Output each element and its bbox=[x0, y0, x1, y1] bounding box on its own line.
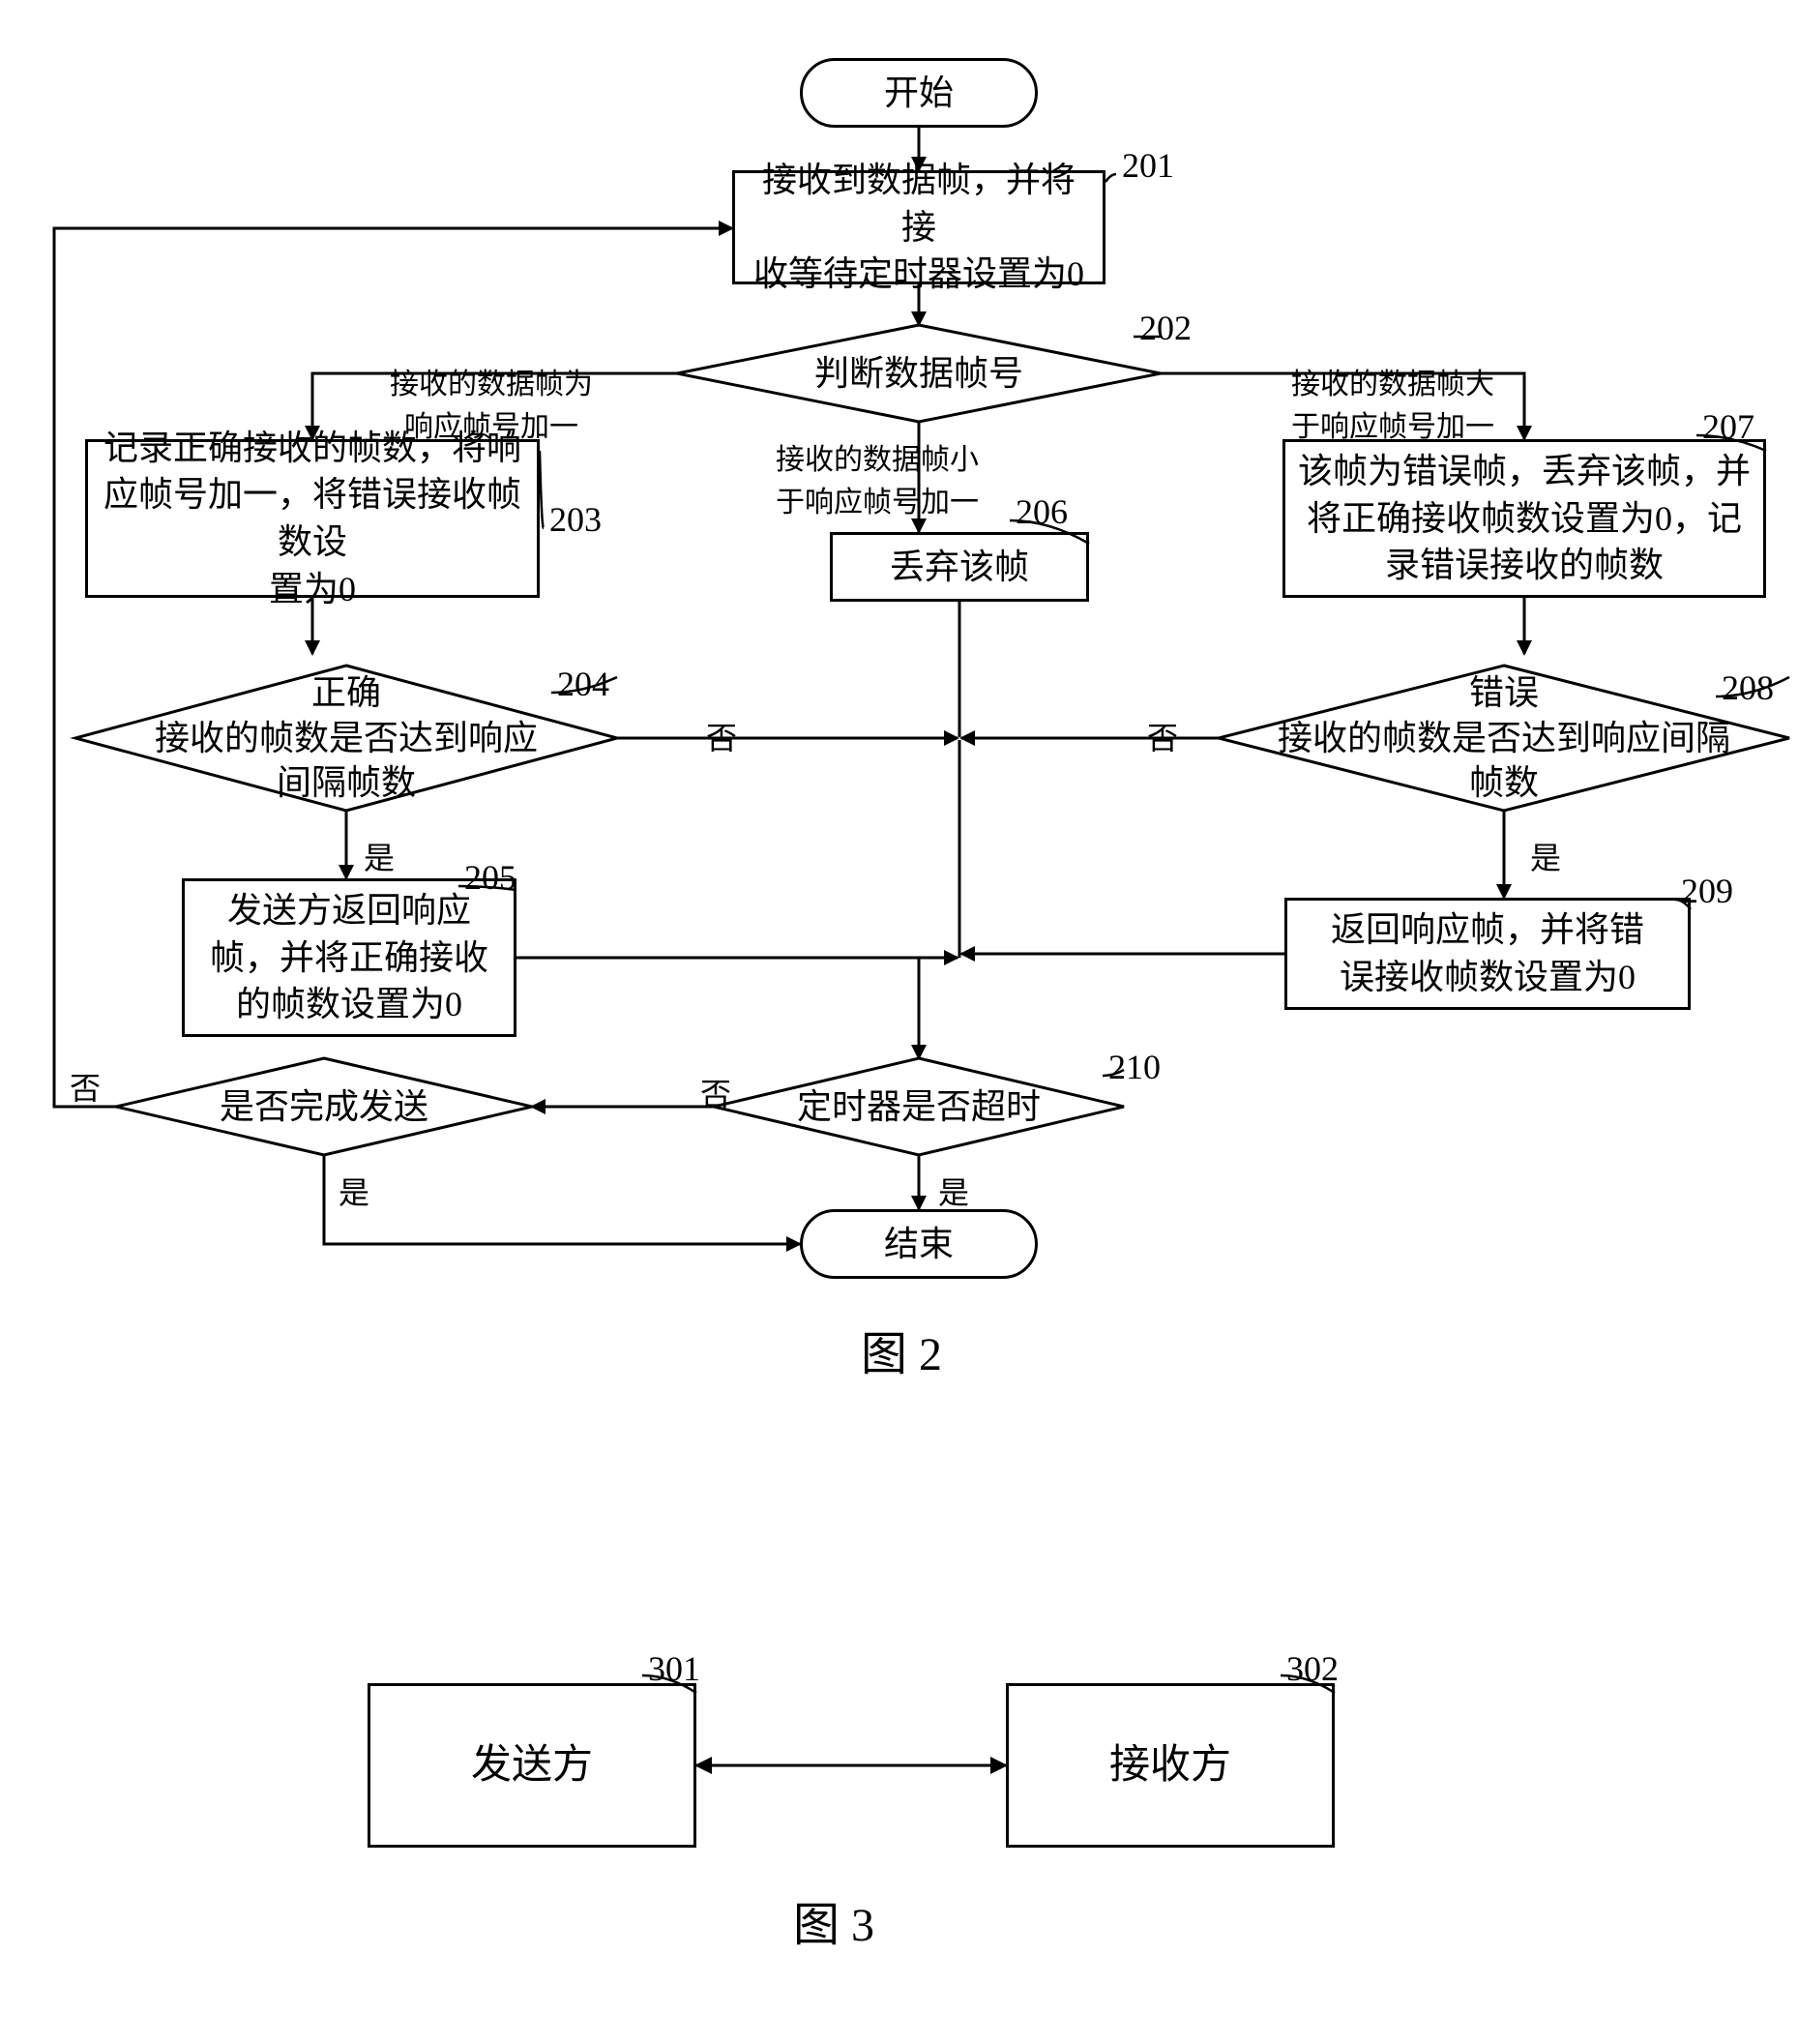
figure-caption: 图 3 bbox=[793, 1886, 874, 1954]
